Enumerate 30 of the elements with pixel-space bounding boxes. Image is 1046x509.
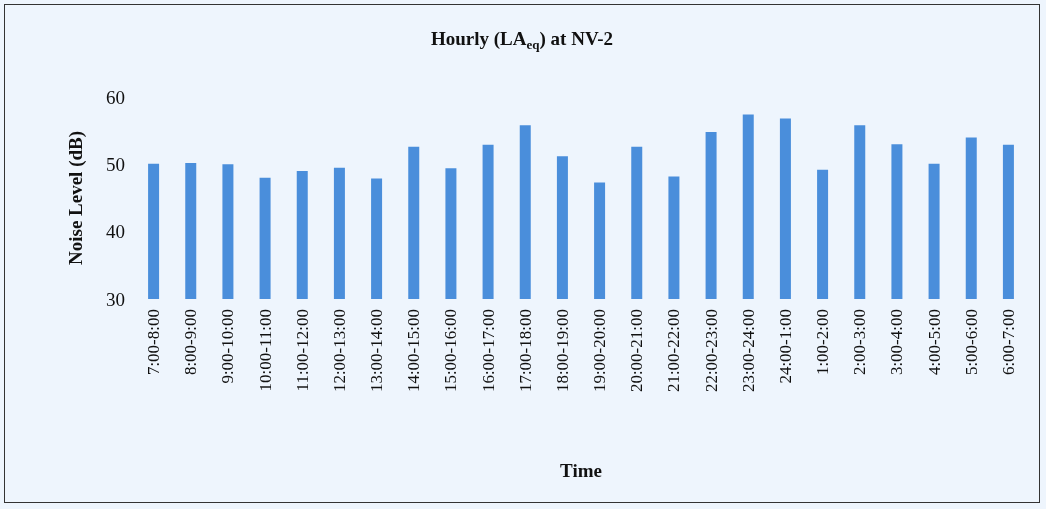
x-tick-label: 3:00-4:00 (887, 309, 907, 376)
x-tick-label: 14:00-15:00 (404, 309, 424, 393)
x-tick-label: 11:00-12:00 (292, 309, 312, 392)
x-tick-label: 8:00-9:00 (181, 309, 201, 376)
x-tick-label: 12:00-13:00 (329, 309, 349, 393)
x-tick-label: 10:00-11:00 (255, 309, 275, 392)
x-tick-label: 17:00-18:00 (515, 309, 535, 393)
y-tick-label: 60 (106, 86, 125, 108)
x-tick-label: 16:00-17:00 (478, 309, 498, 393)
x-tick-label: 6:00-7:00 (998, 309, 1018, 376)
x-tick-label: 21:00-22:00 (664, 309, 684, 393)
y-tick-label: 40 (106, 221, 125, 243)
x-tick-label: 23:00-24:00 (738, 309, 758, 393)
y-axis-title: Noise Level (dB) (65, 130, 87, 266)
x-tick-label: 2:00-3:00 (850, 309, 870, 376)
x-tick-label: 18:00-19:00 (552, 309, 572, 393)
x-tick-label: 4:00-5:00 (924, 309, 944, 376)
y-tick-label: 30 (106, 288, 125, 310)
x-tick-label: 22:00-23:00 (701, 309, 721, 393)
x-tick-label: 7:00-8:00 (144, 309, 164, 376)
x-tick-label: 13:00-14:00 (367, 309, 387, 393)
x-tick-label: 1:00-2:00 (813, 309, 833, 376)
x-tick-label: 20:00-21:00 (627, 309, 647, 393)
x-axis-title: Time (560, 460, 602, 481)
x-tick-label: 19:00-20:00 (590, 309, 610, 393)
x-tick-label: 15:00-16:00 (441, 309, 461, 393)
x-tick-label: 9:00-10:00 (218, 309, 238, 384)
x-tick-label: 24:00-1:00 (775, 309, 795, 384)
y-tick-label: 50 (106, 153, 125, 175)
x-tick-label: 5:00-6:00 (961, 309, 981, 376)
